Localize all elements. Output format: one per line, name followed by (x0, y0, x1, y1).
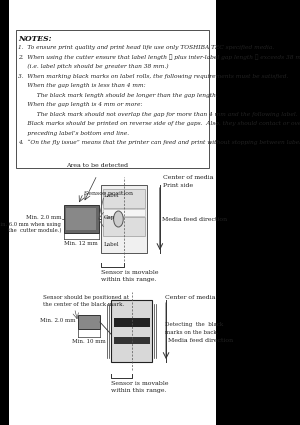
Text: Print side: Print side (163, 183, 193, 188)
Text: Detecting  the  black: Detecting the black (165, 322, 223, 327)
Text: Black marks should be printed on reverse side of the gaps.  Also, they should co: Black marks should be printed on reverse… (18, 121, 300, 126)
Text: Media feed direction: Media feed direction (168, 338, 233, 343)
Bar (114, 337, 149, 344)
Text: Sensor position: Sensor position (84, 191, 133, 196)
Text: preceding label’s bottom end line.: preceding label’s bottom end line. (18, 130, 129, 136)
Text: Label: Label (104, 193, 120, 198)
Text: Min. 2.0 mm: Min. 2.0 mm (26, 215, 61, 219)
Text: The black mark should not overlap the gap for more than 4 mm and the following l: The black mark should not overlap the ga… (18, 111, 298, 116)
Text: within this range.: within this range. (100, 277, 156, 282)
Text: 1.  To ensure print quality and print head life use only TOSHIBA TEC specified m: 1. To ensure print quality and print hea… (18, 45, 274, 50)
Text: Min. 12 mm: Min. 12 mm (64, 241, 98, 246)
Bar (103, 209, 145, 216)
Bar (66, 208, 97, 230)
Bar (16, 30, 209, 168)
Text: (Min. 6.0 mm when using: (Min. 6.0 mm when using (0, 221, 61, 227)
Text: Sensor is movable: Sensor is movable (111, 381, 168, 386)
Ellipse shape (114, 211, 123, 227)
Text: When the gap length is less than 4 mm:: When the gap length is less than 4 mm: (18, 83, 146, 88)
Text: Min. 10 mm: Min. 10 mm (72, 339, 106, 344)
Bar (64, 205, 98, 233)
Text: within this range.: within this range. (111, 388, 166, 393)
Text: Area to be detected: Area to be detected (66, 163, 128, 168)
Bar (111, 300, 152, 362)
Text: Gap: Gap (104, 215, 115, 220)
Text: When the gap length is 4 mm or more:: When the gap length is 4 mm or more: (18, 102, 142, 107)
Text: 4.  “On the fly issue” means that the printer can feed and print without stoppin: 4. “On the fly issue” means that the pri… (18, 140, 300, 145)
Text: the  cutter module.): the cutter module.) (8, 228, 61, 234)
Text: Min. 2.0 mm: Min. 2.0 mm (40, 317, 76, 323)
Text: Media feed direction: Media feed direction (162, 216, 227, 221)
Text: 2.  When using the cutter ensure that label length ⓓ plus inter-label gap length: 2. When using the cutter ensure that lab… (18, 54, 300, 60)
Text: (i.e. label pitch should be greater than 38 mm.): (i.e. label pitch should be greater than… (18, 64, 168, 69)
Bar (100, 185, 148, 253)
Text: marks on the back.: marks on the back. (165, 330, 218, 335)
Text: Center of media: Center of media (163, 175, 213, 180)
Bar (78, 315, 100, 329)
Bar (103, 189, 145, 208)
Text: 3.  When marking black marks on label rolls, the following requirements must be : 3. When marking black marks on label rol… (18, 74, 288, 79)
Bar (103, 217, 145, 236)
Text: Sensor is movable: Sensor is movable (100, 270, 158, 275)
Text: Label: Label (104, 242, 120, 247)
Bar (114, 318, 149, 327)
Text: Center of media: Center of media (165, 295, 215, 300)
Text: The black mark length should be longer than the gap length.: The black mark length should be longer t… (18, 93, 218, 97)
Text: Sensor should be positioned at: Sensor should be positioned at (44, 295, 129, 300)
Text: the center of the black mark.: the center of the black mark. (44, 302, 125, 307)
Text: NOTES:: NOTES: (18, 35, 51, 43)
